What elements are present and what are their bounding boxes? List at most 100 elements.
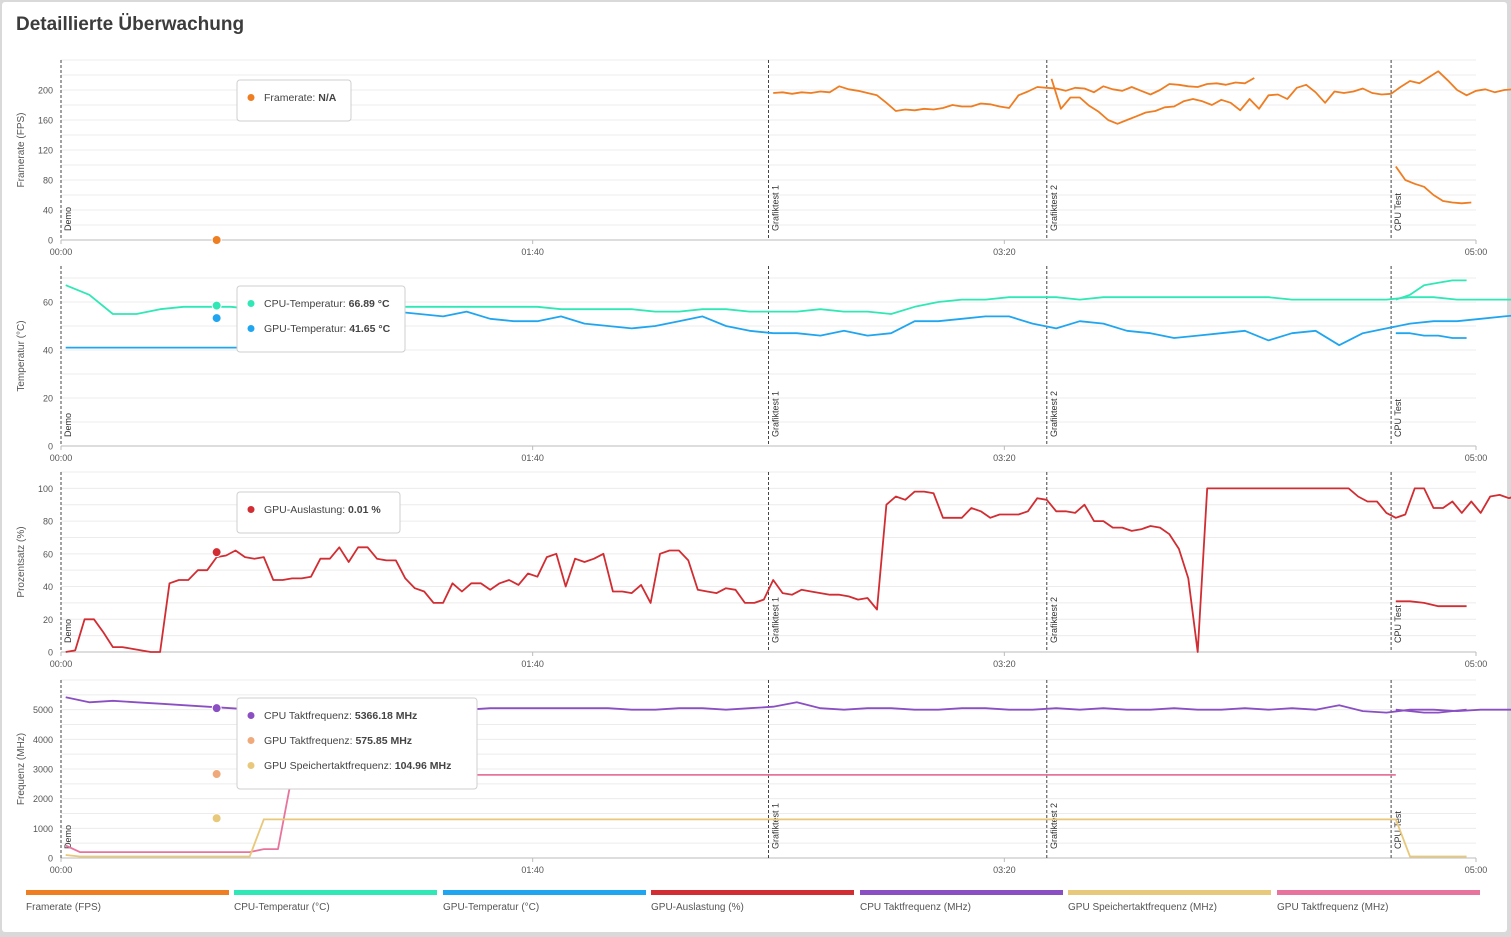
x-tick-label: 03:20	[993, 247, 1016, 257]
hover-dot	[211, 235, 222, 245]
series-line	[773, 77, 1255, 112]
y-axis-label: Frequenz (MHz)	[16, 733, 27, 805]
series-line	[65, 487, 1511, 653]
phase-marker-label: CPU Test	[1393, 605, 1403, 643]
tooltip-text: CPU-Temperatur: 66.89 °C	[264, 298, 390, 310]
hover-dot	[211, 703, 222, 714]
legend-label: Framerate (FPS)	[26, 902, 102, 913]
y-tick-label: 0	[48, 648, 53, 658]
tooltip-dot	[247, 506, 255, 513]
hover-dot	[211, 300, 222, 311]
tooltip-text: GPU-Auslastung: 0.01 %	[264, 504, 381, 516]
phase-marker-label: Grafiktest 2	[1049, 597, 1059, 643]
x-tick-label: 03:20	[993, 865, 1016, 875]
phase-marker-label: Demo	[63, 619, 73, 643]
series-line	[65, 818, 1467, 858]
series-line	[1395, 332, 1467, 339]
tooltip-label: GPU Speichertaktfrequenz:	[264, 760, 395, 772]
y-tick-label: 1000	[33, 824, 53, 834]
tooltip-dot	[247, 94, 255, 101]
x-tick-label: 03:20	[993, 659, 1016, 669]
legend-color-bar	[26, 890, 229, 895]
series-line	[65, 774, 1396, 853]
legend-item[interactable]: GPU Taktfrequenz (MHz)	[1277, 890, 1480, 920]
tooltip-dot	[247, 737, 255, 744]
series-line	[1395, 165, 1472, 205]
chart-panel-1: 0 40 80 120 160 200 Framerate (FPS) 00:00 01:40 0…	[16, 59, 1511, 257]
tooltip-box	[236, 79, 352, 122]
tooltip-text: GPU Taktfrequenz: 575.85 MHz	[264, 735, 412, 747]
legend-color-bar	[1277, 890, 1480, 895]
y-axis-label: Prozentsatz (%)	[16, 526, 27, 597]
hover-dot	[211, 547, 222, 558]
y-tick-label: 200	[38, 86, 53, 96]
tooltip-dot	[247, 712, 255, 719]
y-tick-label: 2000	[33, 794, 53, 804]
tooltip-label: GPU-Auslastung:	[264, 504, 348, 516]
legend-label: GPU Speichertaktfrequenz (MHz)	[1068, 902, 1217, 913]
x-tick-label: 00:00	[50, 247, 73, 257]
legend-item[interactable]: GPU-Auslastung (%)	[651, 890, 854, 920]
phase-marker-label: Grafiktest 2	[1049, 803, 1059, 849]
tooltip-dot	[247, 300, 255, 307]
legend-item[interactable]: GPU Speichertaktfrequenz (MHz)	[1068, 890, 1271, 920]
x-tick-label: 05:00	[1465, 453, 1488, 463]
tooltip-value: 41.65 °C	[349, 323, 390, 335]
tooltip-text: GPU Speichertaktfrequenz: 104.96 MHz	[264, 760, 451, 772]
y-tick-label: 40	[43, 206, 53, 216]
phase-marker-label: Demo	[63, 207, 73, 231]
legend-color-bar	[443, 890, 646, 895]
y-tick-label: 20	[43, 615, 53, 625]
series-line	[1395, 708, 1467, 714]
x-tick-label: 01:40	[521, 247, 544, 257]
series-line	[65, 284, 1511, 315]
y-axis-label: Framerate (FPS)	[16, 112, 27, 187]
legend-color-bar	[1068, 890, 1271, 895]
tooltip-value: 104.96 MHz	[395, 760, 452, 772]
y-tick-label: 100	[38, 484, 53, 494]
phase-marker-label: Demo	[63, 825, 73, 849]
x-tick-label: 03:20	[993, 453, 1016, 463]
y-tick-label: 20	[43, 394, 53, 404]
tooltip-dot	[247, 325, 255, 332]
legend-label: GPU Taktfrequenz (MHz)	[1277, 902, 1389, 913]
legend-item[interactable]: CPU-Temperatur (°C)	[234, 890, 437, 920]
phase-marker-label: Grafiktest 1	[771, 803, 781, 849]
hover-dot	[211, 813, 222, 824]
y-tick-label: 60	[43, 549, 53, 559]
chart-panel-3: 0 20 40 60 80 100 Prozentsatz (%) 00:00 01:40 03:…	[16, 471, 1511, 669]
legend-label: CPU-Temperatur (°C)	[234, 902, 330, 913]
tooltip-label: GPU Taktfrequenz:	[264, 735, 355, 747]
legend-color-bar	[651, 890, 854, 895]
tooltip-value: 575.85 MHz	[355, 735, 412, 747]
tooltip-text: Framerate: N/A	[264, 92, 337, 104]
tooltip-text: GPU-Temperatur: 41.65 °C	[264, 323, 391, 335]
y-tick-label: 40	[43, 346, 53, 356]
y-tick-label: 120	[38, 146, 53, 156]
legend-label: GPU-Auslastung (%)	[651, 902, 744, 913]
legend-color-bar	[234, 890, 437, 895]
legend-label: CPU Taktfrequenz (MHz)	[860, 902, 971, 913]
tooltip-box	[236, 697, 478, 790]
y-tick-label: 80	[43, 176, 53, 186]
tooltip-text: CPU Taktfrequenz: 5366.18 MHz	[264, 710, 417, 722]
phase-marker-label: Demo	[63, 413, 73, 437]
legend-item[interactable]: CPU Taktfrequenz (MHz)	[860, 890, 1063, 920]
phase-marker-label: CPU Test	[1393, 193, 1403, 231]
legend-item[interactable]: GPU-Temperatur (°C)	[443, 890, 646, 920]
x-tick-label: 00:00	[50, 865, 73, 875]
x-tick-label: 05:00	[1465, 247, 1488, 257]
y-tick-label: 80	[43, 517, 53, 527]
phase-marker-label: Grafiktest 1	[771, 391, 781, 437]
chart-panel-2: 0 20 40 60 Temperatur (°C) 00:00 01:40 03:20 05:…	[16, 266, 1511, 463]
series-line	[1050, 70, 1511, 125]
y-tick-label: 160	[38, 116, 53, 126]
phase-marker-label: Grafiktest 2	[1049, 391, 1059, 437]
legend-item[interactable]: Framerate (FPS)	[26, 890, 229, 920]
x-tick-label: 00:00	[50, 453, 73, 463]
y-tick-label: 3000	[33, 765, 53, 775]
phase-marker-label: CPU Test	[1393, 399, 1403, 437]
y-tick-label: 0	[48, 236, 53, 246]
tooltip-value: 66.89 °C	[349, 298, 390, 310]
tooltip-value: 5366.18 MHz	[355, 710, 417, 722]
